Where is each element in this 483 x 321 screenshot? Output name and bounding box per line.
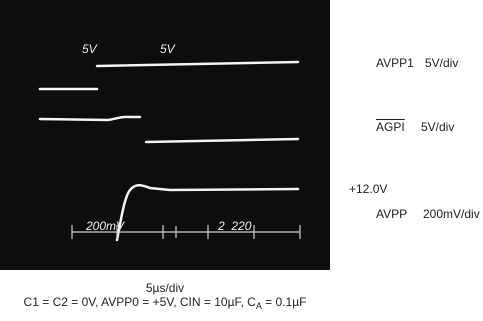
conditions-line: C1 = C2 = 0V, AVPP0 = +5V, CIN = 10µF, C…: [0, 295, 330, 311]
ch3-name-label: AVPP: [376, 207, 408, 221]
ch3-offset-label: +12.0V: [349, 182, 388, 196]
ch1-scale-label: 5V/div: [425, 56, 459, 70]
screen-background: [0, 0, 330, 270]
figure-caption: 5µs/div C1 = C2 = 0V, AVPP0 = +5V, CIN =…: [0, 281, 330, 311]
ch2-scale-label: 5V/div: [421, 120, 455, 134]
conditions-subscript: A: [255, 301, 262, 311]
timebase-label: 5µs/div: [145, 281, 185, 295]
oscilloscope-screen: 5V 5V 200mV 2 220: [0, 0, 330, 270]
ch3-scope-label-right: 2 220: [217, 219, 252, 233]
avpp-trace: [115, 184, 300, 242]
trace-group: [38, 60, 300, 242]
conditions-text: C1 = C2 = 0V, AVPP0 = +5V, CIN = 10µF, C: [23, 295, 256, 309]
ch2-name-label: AGPI: [376, 120, 405, 134]
axis-group: [71, 225, 301, 239]
ch1-name-label: AVPP1: [376, 56, 414, 70]
ch3-scale-label: 200mV/div: [423, 207, 480, 221]
ch2-scope-label: 5V: [160, 42, 176, 56]
ch1-scope-label: 5V: [82, 42, 98, 56]
agpi-trace-high: [38, 115, 142, 122]
ch3-scope-label-left: 200mV: [85, 219, 125, 233]
agpi-trace-low: [144, 137, 300, 144]
avpp1-trace-high: [95, 60, 300, 68]
conditions-tail: = 0.1µF: [261, 295, 307, 309]
